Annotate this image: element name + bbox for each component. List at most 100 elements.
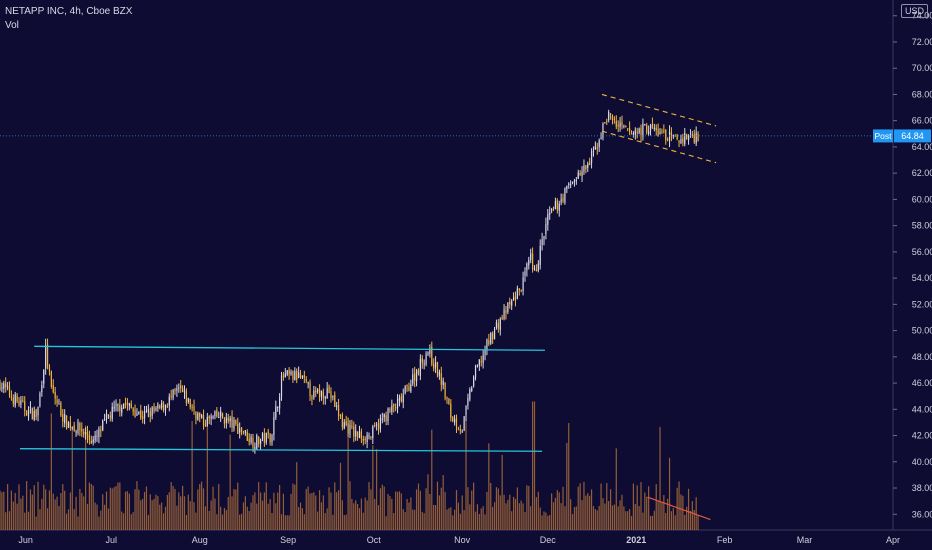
volume-bar <box>594 509 596 530</box>
candle-body <box>24 401 26 411</box>
candle-body <box>60 402 62 416</box>
candle-body <box>349 424 351 435</box>
volume-bar <box>189 501 191 530</box>
volume-bar <box>94 502 96 530</box>
volume-bar <box>328 487 330 530</box>
candle-body <box>258 437 260 445</box>
candle-body <box>151 407 153 416</box>
candle-body <box>579 172 581 175</box>
volume-bar <box>197 489 199 530</box>
candle-body <box>366 434 368 443</box>
volume-bar <box>427 474 429 530</box>
candle-body <box>142 416 144 420</box>
volume-bar <box>377 505 380 530</box>
volume-bar <box>423 513 425 530</box>
candle-body <box>324 397 326 399</box>
volume-bar <box>41 498 43 530</box>
candle-body <box>149 411 151 417</box>
volume-bar <box>279 484 281 530</box>
candle-body <box>50 371 52 387</box>
candle-body <box>73 425 75 431</box>
volume-bar <box>575 506 577 530</box>
volume-bar <box>288 515 290 530</box>
volume-bar <box>104 504 106 530</box>
candle-body <box>100 430 102 432</box>
candle-body <box>90 440 92 444</box>
candle-body <box>41 385 43 393</box>
last-price-tag-bg <box>894 129 931 143</box>
candle-body <box>374 425 376 427</box>
volume-bar <box>149 494 151 530</box>
candle-body <box>583 165 585 172</box>
candle-body <box>343 422 345 429</box>
currency-badge[interactable]: USD <box>900 4 928 18</box>
candle-body <box>638 128 640 134</box>
volume-bar <box>339 462 342 530</box>
volume-bar <box>434 505 437 530</box>
volume-bar <box>543 511 545 530</box>
candle-body <box>328 386 330 394</box>
candle-body <box>29 406 32 408</box>
volume-bar <box>587 493 589 530</box>
candle-body <box>571 181 574 184</box>
candle-body <box>170 395 172 397</box>
candle-body <box>587 163 589 169</box>
candle-body <box>7 386 9 388</box>
candle-body <box>159 405 161 409</box>
volume-trend-line <box>647 496 711 521</box>
volume-bar <box>60 493 62 530</box>
volume-bar <box>170 482 172 530</box>
candle-body <box>389 409 391 411</box>
candle-body <box>577 172 579 179</box>
volume-bar <box>248 510 250 530</box>
candle-body <box>71 426 73 429</box>
candle-body <box>153 406 155 411</box>
candle-body <box>117 404 119 406</box>
candle-body <box>615 120 617 127</box>
candle-body <box>332 395 334 397</box>
candle-body <box>535 269 537 272</box>
volume-bar <box>212 486 214 530</box>
volume-bar <box>476 504 479 530</box>
y-tick-label: 42.00 <box>912 431 932 441</box>
volume-bar <box>528 485 530 530</box>
volume-bar <box>313 492 315 530</box>
volume-bar <box>31 494 33 530</box>
candle-body <box>311 397 313 400</box>
volume-bar <box>261 500 264 530</box>
volume-bar <box>446 509 448 530</box>
volume-bar <box>208 510 210 530</box>
volume-bar <box>199 484 201 530</box>
volume-bar <box>52 493 54 530</box>
volume-bar <box>67 509 70 530</box>
candle-body <box>402 394 404 402</box>
volume-bar <box>484 514 486 530</box>
volume-bar <box>570 499 572 530</box>
volume-bar <box>79 488 81 530</box>
candle-body <box>265 432 267 443</box>
candle-body <box>640 127 642 136</box>
volume-bar <box>1 492 3 530</box>
candle-body <box>208 416 210 419</box>
candle-body <box>423 363 425 365</box>
volume-bar <box>667 498 669 530</box>
volume-bar <box>77 516 79 530</box>
candle-body <box>26 411 28 416</box>
candle-body <box>187 398 189 402</box>
candle-body <box>436 362 439 378</box>
candle-body <box>143 410 146 418</box>
volume-bar <box>687 488 690 530</box>
candle-body <box>663 130 665 132</box>
candle-body <box>336 405 338 407</box>
candle-body <box>659 131 661 135</box>
volume-bar <box>7 484 9 530</box>
candle-body <box>543 235 545 240</box>
candle-body <box>248 438 250 442</box>
candle-body <box>484 350 486 356</box>
candle-body <box>52 385 54 393</box>
volume-bar <box>634 503 636 530</box>
candle-body <box>35 409 37 417</box>
candle-body <box>465 406 467 416</box>
candle-body <box>16 395 18 402</box>
